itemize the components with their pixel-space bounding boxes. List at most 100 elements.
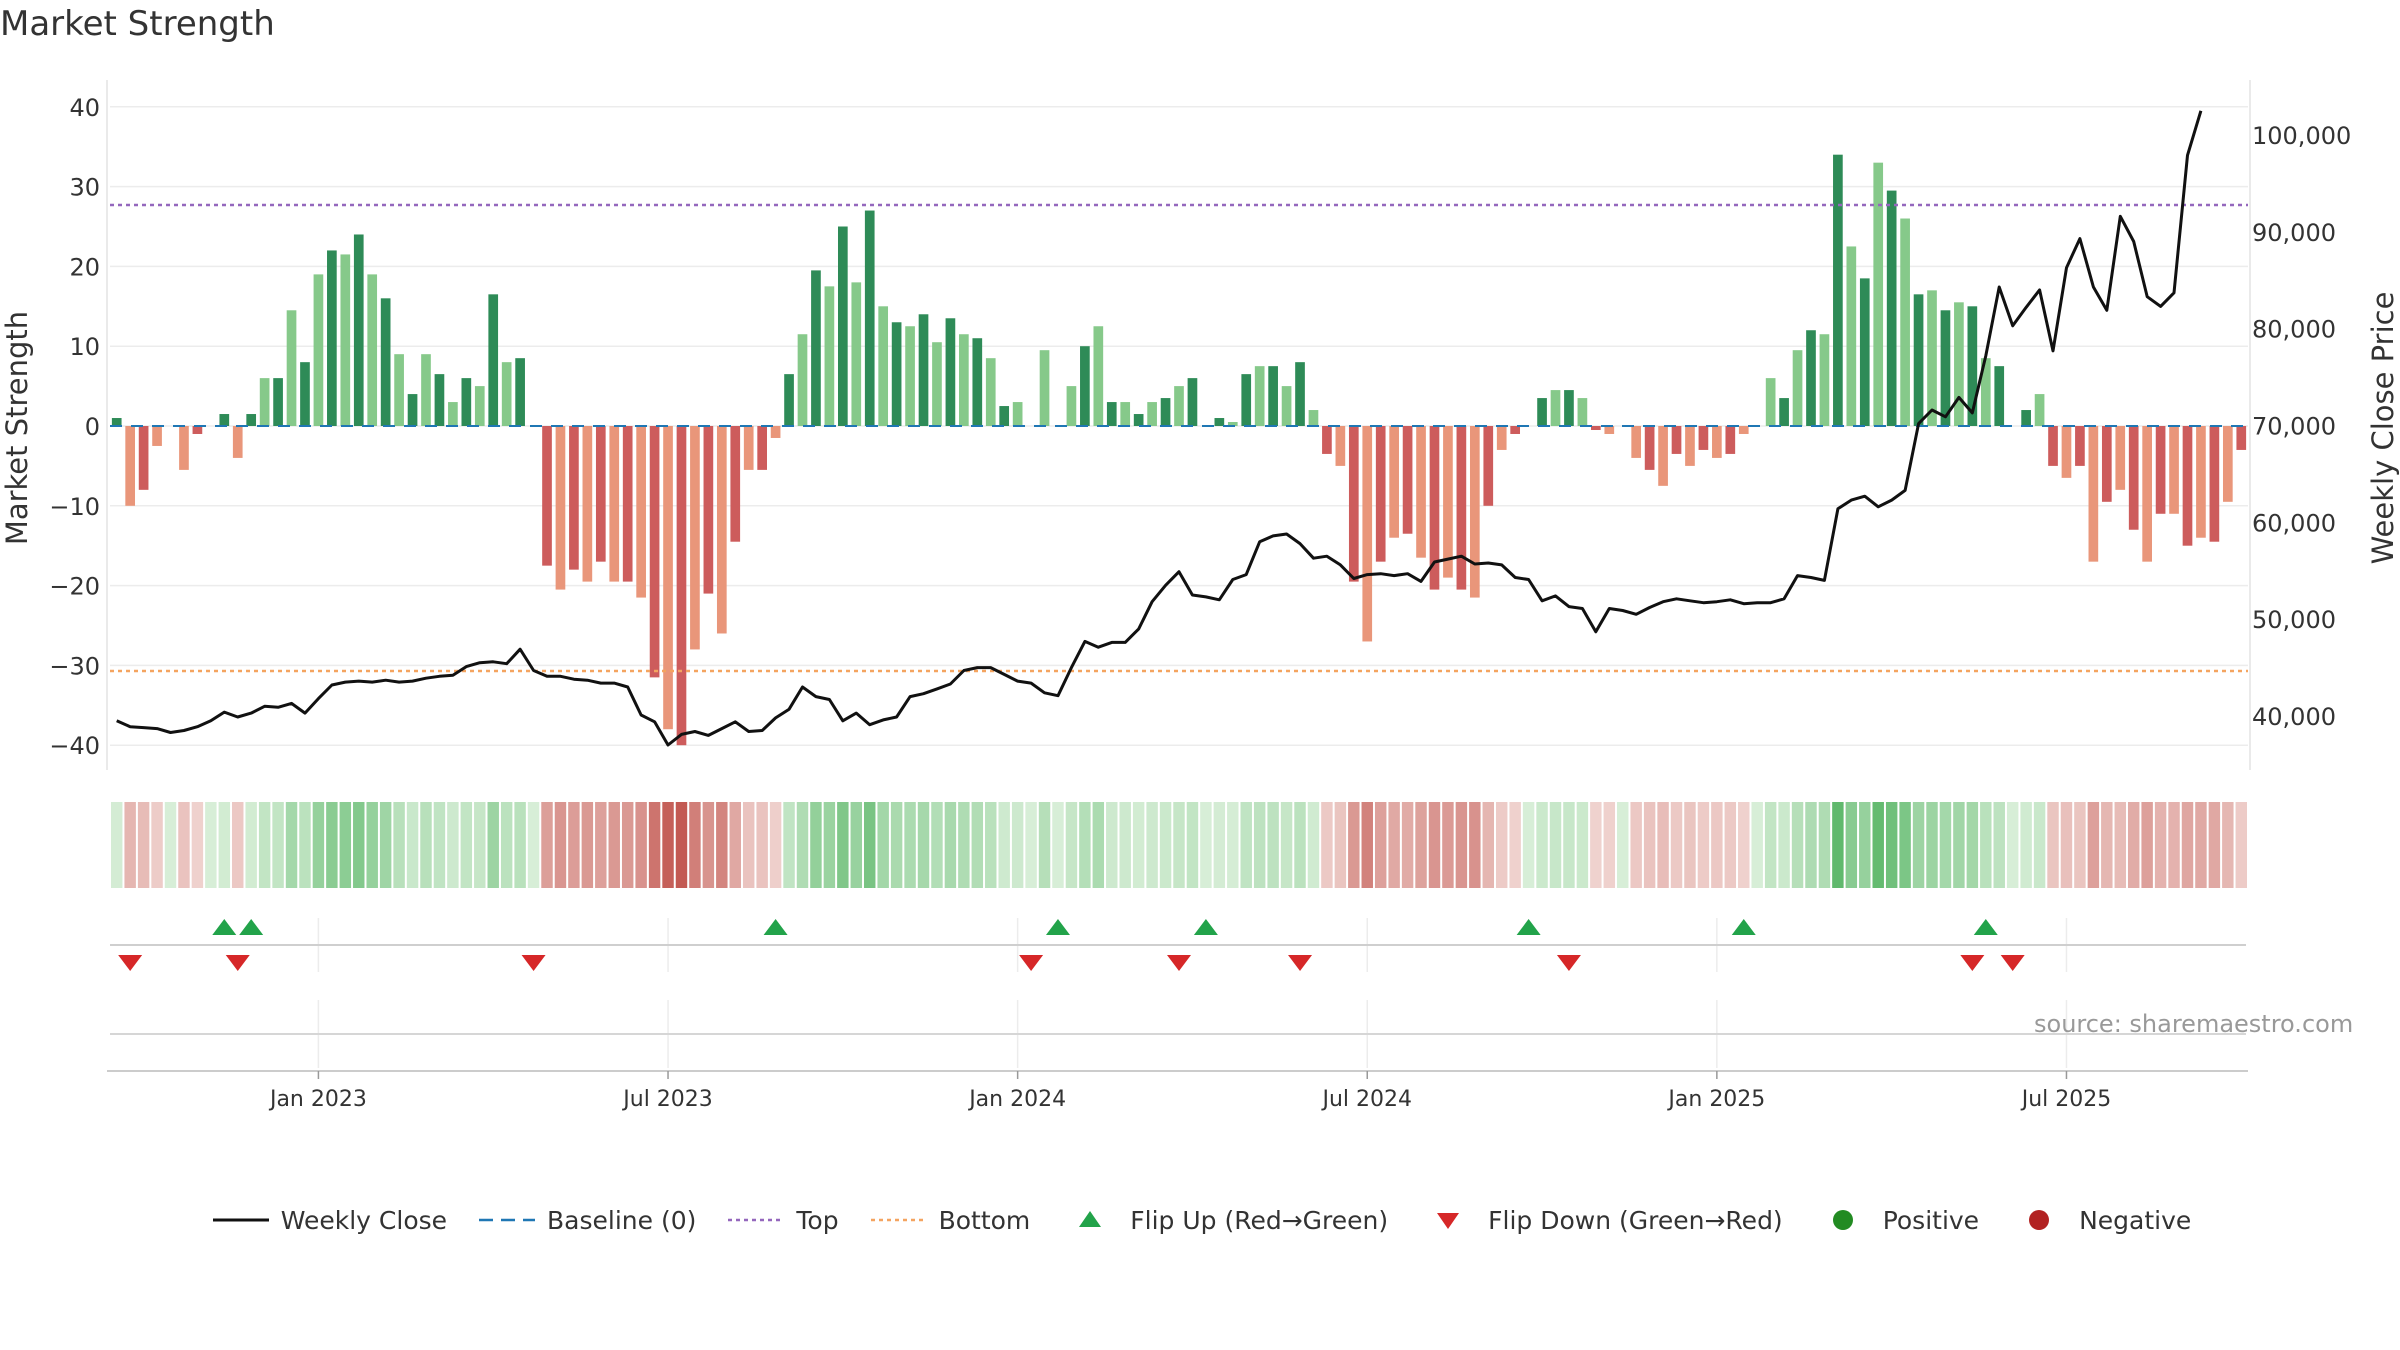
left-tick-label: 0: [85, 413, 100, 441]
strength-bar: [273, 378, 283, 426]
heat-cell: [998, 802, 1010, 888]
flip-down-marker: [1019, 955, 1044, 971]
left-tick-label: 10: [69, 333, 100, 361]
strength-bar: [770, 426, 781, 438]
strength-bar: [864, 210, 875, 426]
heat-cell: [554, 802, 567, 888]
heat-cell: [608, 802, 620, 888]
heat-cell: [2208, 802, 2221, 888]
legend-flip-down[interactable]: Flip Down (Green→Red): [1416, 1205, 1783, 1235]
strength-bar: [1954, 302, 1964, 426]
legend-bottom[interactable]: Bottom: [867, 1205, 1030, 1235]
heat-cell: [205, 802, 217, 888]
heat-cell: [1926, 802, 1938, 888]
heat-cell: [1455, 802, 1468, 888]
strength-bar: [1093, 326, 1104, 426]
flip-down-marker: [2000, 955, 2025, 971]
strength-bar: [353, 234, 364, 426]
strength-bar: [716, 426, 727, 634]
heat-cell: [1563, 802, 1575, 888]
strength-bar: [1295, 362, 1305, 426]
heat-cell: [2127, 802, 2140, 888]
legend-label: Flip Up (Red→Green): [1130, 1205, 1389, 1235]
dash-line-icon: [475, 1205, 539, 1235]
strength-bar: [972, 338, 983, 426]
strength-bar: [394, 354, 404, 426]
strength-bar: [1927, 290, 1937, 426]
legend-flip-up[interactable]: Flip Up (Red→Green): [1058, 1205, 1388, 1235]
strength-bar: [407, 394, 418, 426]
heat-cell: [1388, 802, 1400, 888]
strength-bar: [730, 426, 741, 542]
heat-cell: [1549, 802, 1562, 888]
strength-bar: [192, 426, 203, 434]
x-tick-label: Jul 2025: [2020, 1087, 2112, 1112]
heat-cell: [2235, 802, 2247, 888]
heat-cell: [272, 802, 284, 888]
x-tick-label: Jul 2023: [621, 1087, 713, 1112]
heat-cell: [756, 802, 768, 888]
heat-cell: [1684, 802, 1696, 888]
strength-bar: [1644, 426, 1655, 470]
legend-label: Negative: [2079, 1205, 2192, 1235]
strength-bar: [1348, 426, 1359, 582]
heat-cell: [2060, 802, 2073, 888]
legend-negative[interactable]: Negative: [2007, 1205, 2191, 1235]
flip-up-marker: [1731, 919, 1756, 935]
strength-bar: [582, 426, 593, 582]
strength-bar: [1980, 358, 1991, 426]
flip-down-marker: [225, 955, 250, 971]
x-tick-label: Jan 2023: [268, 1087, 367, 1112]
heat-cell: [850, 802, 863, 888]
strength-bar: [784, 374, 794, 426]
heat-cell: [729, 802, 741, 888]
heat-cell: [742, 802, 755, 888]
strength-bar: [676, 426, 687, 746]
heat-cell: [1818, 802, 1831, 888]
strength-bar: [1712, 426, 1722, 458]
legend-label: Positive: [1882, 1205, 1980, 1235]
legend-top[interactable]: Top: [724, 1205, 839, 1235]
strength-bar: [2209, 426, 2220, 542]
strength-bar: [125, 426, 136, 506]
legend-baseline[interactable]: Baseline (0): [475, 1205, 696, 1235]
heat-cell: [1011, 802, 1024, 888]
heat-cell: [689, 802, 701, 888]
strength-bar: [891, 322, 902, 426]
strength-bar: [918, 314, 929, 426]
strength-bar: [1402, 426, 1413, 534]
strength-bar: [1900, 218, 1910, 426]
strength-bar: [2115, 426, 2126, 490]
strength-bar: [2061, 426, 2072, 478]
heat-cell: [379, 802, 392, 888]
heat-cell: [487, 802, 499, 888]
strength-bar: [2155, 426, 2166, 514]
strength-bar: [1738, 426, 1749, 434]
triangle-up-icon: [1058, 1205, 1122, 1235]
strength-bar: [1510, 426, 1521, 434]
flip-down-marker: [521, 955, 546, 971]
heat-cell: [1294, 802, 1306, 888]
strength-bar: [286, 310, 297, 426]
heat-cell: [904, 802, 916, 888]
strength-bar: [2075, 426, 2085, 466]
heat-cell: [191, 802, 204, 888]
legend-weekly-close[interactable]: Weekly Close: [209, 1205, 447, 1235]
legend-positive[interactable]: Positive: [1811, 1205, 1979, 1235]
left-tick-label: −30: [49, 652, 100, 680]
strength-bar: [1604, 426, 1615, 434]
strength-bar: [2182, 426, 2193, 546]
heat-cell: [1482, 802, 1494, 888]
heat-cell: [1603, 802, 1616, 888]
heat-cell: [595, 802, 607, 888]
strength-bar: [1698, 426, 1709, 450]
heat-cell: [568, 802, 580, 888]
heat-cell: [648, 802, 661, 888]
strength-bar: [1913, 294, 1924, 426]
heat-cell: [514, 802, 526, 888]
heat-cell: [1025, 802, 1037, 888]
strength-bar: [1886, 190, 1897, 426]
heat-cell: [406, 802, 419, 888]
legend-label: Baseline (0): [547, 1205, 697, 1235]
